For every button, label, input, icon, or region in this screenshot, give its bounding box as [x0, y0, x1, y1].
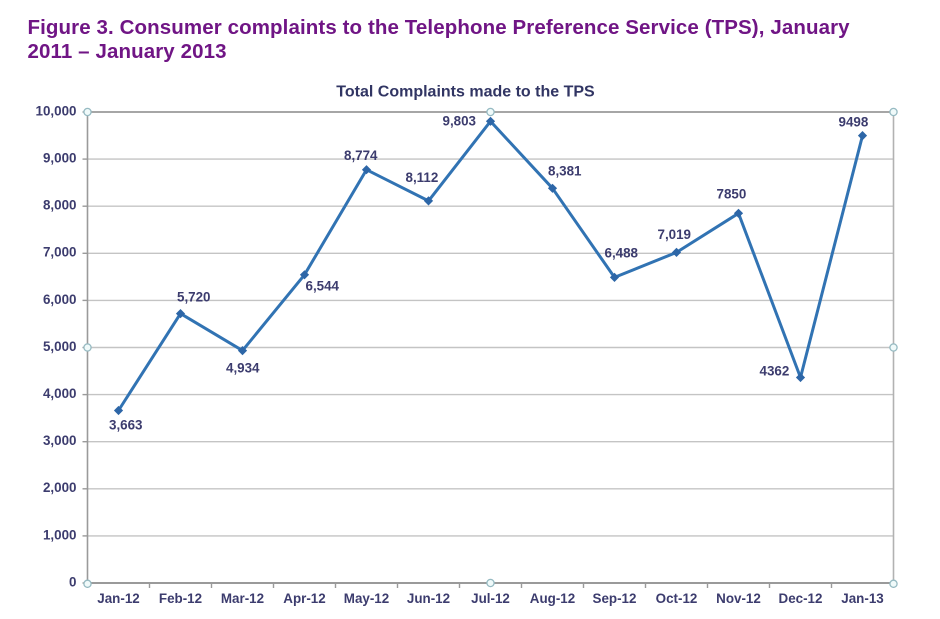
svg-text:Jan-13: Jan-13 [841, 591, 883, 606]
svg-text:4362: 4362 [760, 364, 790, 379]
svg-text:9,000: 9,000 [43, 151, 77, 166]
svg-text:Nov-12: Nov-12 [716, 591, 761, 606]
svg-text:6,544: 6,544 [306, 279, 340, 294]
svg-text:0: 0 [69, 574, 76, 589]
svg-text:8,000: 8,000 [43, 198, 77, 213]
svg-text:6,488: 6,488 [605, 246, 639, 261]
svg-text:Oct-12: Oct-12 [656, 591, 698, 606]
svg-text:6,000: 6,000 [43, 292, 77, 307]
svg-text:Dec-12: Dec-12 [779, 591, 823, 606]
svg-text:4,934: 4,934 [226, 360, 260, 375]
svg-text:3,000: 3,000 [43, 433, 77, 448]
svg-text:Jul-12: Jul-12 [471, 591, 510, 606]
svg-text:8,774: 8,774 [344, 148, 378, 163]
svg-text:Mar-12: Mar-12 [221, 591, 264, 606]
svg-text:7,019: 7,019 [658, 227, 692, 242]
svg-text:8,112: 8,112 [406, 170, 439, 185]
svg-text:1,000: 1,000 [43, 527, 77, 542]
svg-text:Feb-12: Feb-12 [159, 591, 202, 606]
svg-text:10,000: 10,000 [36, 103, 77, 118]
svg-text:7850: 7850 [717, 187, 747, 202]
svg-text:7,000: 7,000 [43, 245, 77, 260]
svg-text:Total Complaints made to the T: Total Complaints made to the TPS [336, 83, 595, 100]
svg-text:4,000: 4,000 [43, 386, 77, 401]
svg-text:Apr-12: Apr-12 [283, 591, 325, 606]
svg-text:Jan-12: Jan-12 [97, 591, 139, 606]
svg-text:Sep-12: Sep-12 [593, 591, 637, 606]
svg-text:5,000: 5,000 [43, 339, 77, 354]
svg-text:9498: 9498 [839, 114, 869, 129]
svg-text:3,663: 3,663 [109, 418, 143, 433]
svg-text:Jun-12: Jun-12 [407, 591, 450, 606]
svg-text:Aug-12: Aug-12 [530, 591, 575, 606]
svg-text:8,381: 8,381 [548, 164, 582, 179]
svg-text:May-12: May-12 [344, 591, 389, 606]
svg-text:5,720: 5,720 [177, 289, 211, 304]
svg-text:9,803: 9,803 [443, 113, 477, 128]
svg-text:2,000: 2,000 [43, 480, 77, 495]
